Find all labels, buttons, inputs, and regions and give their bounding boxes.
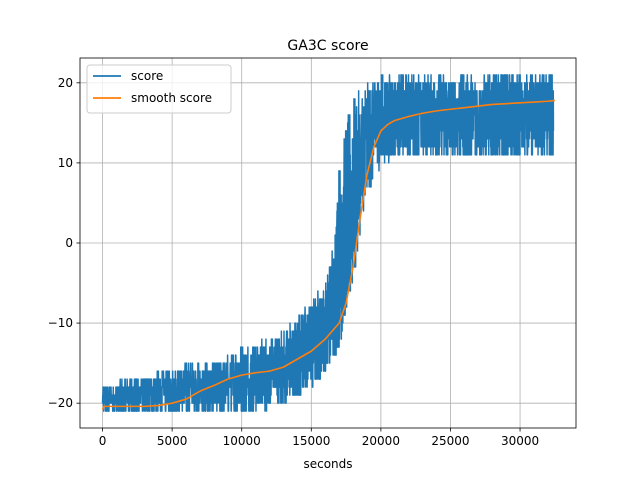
series-smooth-score-line <box>101 99 555 410</box>
x-tick-label: 15000 <box>292 434 330 448</box>
x-axis-label: seconds <box>303 457 352 471</box>
x-tick-label: 0 <box>99 434 107 448</box>
x-tick-label: 25000 <box>431 434 469 448</box>
legend-box <box>86 64 232 114</box>
x-tick-label: 10000 <box>223 434 261 448</box>
series-layer <box>101 74 555 412</box>
y-tick-label: 20 <box>58 76 73 90</box>
y-tick-label: 10 <box>58 156 73 170</box>
chart-title: GA3C score <box>287 38 368 54</box>
tick-layer: 0 5000 10000 15000 20000 25000 30000 −20 −10 0 10 2… <box>48 76 539 448</box>
y-tick-label: −10 <box>48 316 73 330</box>
y-tick-label: −20 <box>48 396 73 410</box>
x-tick-label: 20000 <box>362 434 400 448</box>
x-tick-label: 30000 <box>501 434 539 448</box>
y-tick-label: 0 <box>65 236 73 250</box>
legend-smooth-score-label: smooth score <box>131 91 212 105</box>
x-tick-label: 5000 <box>157 434 188 448</box>
series-score-line <box>101 74 555 412</box>
legend-score-label: score <box>131 69 163 83</box>
legend: score smooth score <box>86 64 232 114</box>
